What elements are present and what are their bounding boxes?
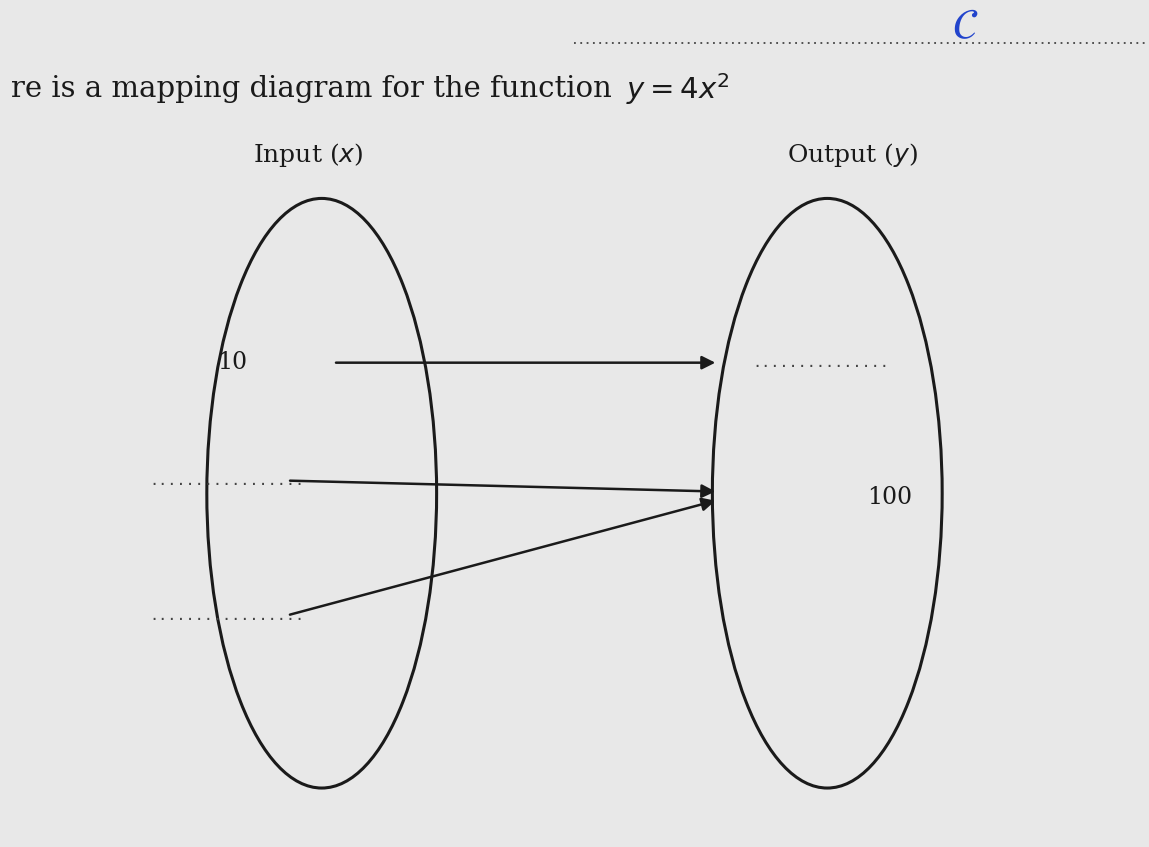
Text: $\mathcal{C}$: $\mathcal{C}$ bbox=[953, 5, 978, 47]
Text: re is a mapping diagram for the function: re is a mapping diagram for the function bbox=[11, 75, 612, 103]
Text: .................: ................. bbox=[149, 473, 304, 488]
Text: Output ($y$): Output ($y$) bbox=[787, 141, 918, 169]
Text: 100: 100 bbox=[867, 486, 912, 509]
Text: 10: 10 bbox=[217, 352, 247, 374]
Text: .................: ................. bbox=[149, 608, 304, 623]
Text: ...............: ............... bbox=[753, 355, 889, 370]
Text: $y = 4x^2$: $y = 4x^2$ bbox=[626, 71, 730, 107]
Text: Input ($x$): Input ($x$) bbox=[253, 141, 363, 169]
